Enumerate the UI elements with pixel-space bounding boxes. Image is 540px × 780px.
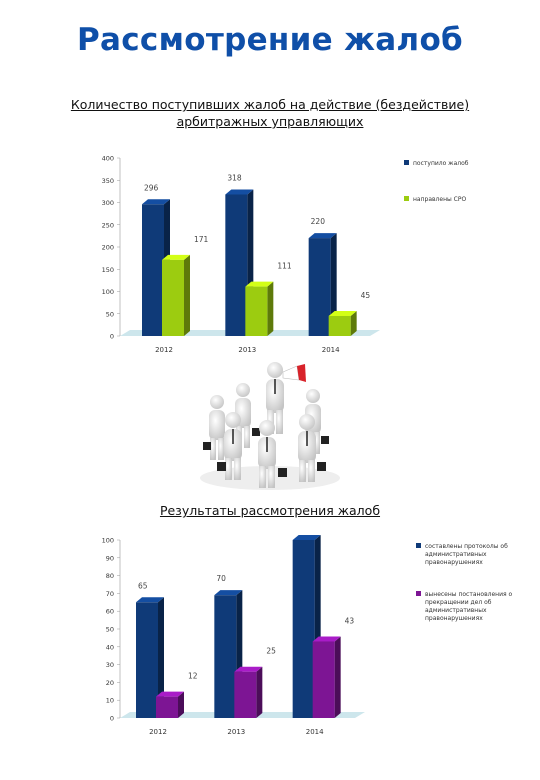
bar-top bbox=[136, 597, 164, 603]
y-tick-label: 150 bbox=[102, 266, 114, 274]
legend-label: прекращении дел об bbox=[425, 599, 492, 606]
legend-label: направлены СРО bbox=[413, 196, 466, 203]
bar-side bbox=[350, 310, 357, 336]
legend-swatch bbox=[404, 196, 409, 201]
legend-label: составлены протоколы об bbox=[425, 543, 508, 550]
y-tick-label: 300 bbox=[102, 199, 114, 207]
data-label: 111 bbox=[277, 262, 292, 271]
y-tick-label: 0 bbox=[110, 333, 114, 341]
y-tick-label: 50 bbox=[106, 310, 114, 318]
x-tick-label: 2012 bbox=[155, 346, 173, 354]
legend-label: вынесены постановления о bbox=[425, 591, 513, 598]
figure-front-right bbox=[298, 414, 326, 482]
data-label: 171 bbox=[194, 235, 209, 244]
bar-top bbox=[234, 666, 263, 672]
x-tick-label: 2014 bbox=[306, 728, 324, 736]
bar-2014-series-2 bbox=[312, 641, 335, 718]
data-label: 220 bbox=[311, 217, 326, 226]
page-title: Рассмотрение жалоб bbox=[77, 22, 463, 58]
bar-2014-series-1 bbox=[308, 238, 331, 336]
y-tick-label: 400 bbox=[102, 155, 114, 163]
y-tick-label: 250 bbox=[102, 221, 114, 229]
bar-top bbox=[162, 254, 190, 260]
data-label: 12 bbox=[188, 672, 198, 681]
bar-top bbox=[245, 281, 274, 287]
legend-swatch bbox=[404, 160, 409, 165]
chart-2-subtitle: Результаты рассмотрения жалоб bbox=[159, 503, 381, 518]
x-tick-label: 2012 bbox=[149, 728, 167, 736]
bar-top bbox=[308, 233, 337, 239]
bar-2012-series-2 bbox=[156, 696, 178, 718]
complaints-received-chart: 0 50 100 150 200 250 300 350 400 296 171 2012 318 111… bbox=[102, 155, 469, 355]
x-tick-label: 2013 bbox=[227, 728, 245, 736]
y-tick-label: 350 bbox=[102, 177, 114, 185]
x-tick-label: 2014 bbox=[322, 346, 340, 354]
y-tick-label: 80 bbox=[106, 572, 114, 580]
data-label: 25 bbox=[266, 647, 276, 656]
bar-2012-series-2 bbox=[162, 259, 184, 336]
figure-front-center bbox=[258, 420, 287, 488]
y-tick-label: 100 bbox=[102, 537, 114, 545]
legend-label: административных bbox=[425, 607, 487, 614]
figure-back-left bbox=[203, 395, 225, 460]
bar-top bbox=[292, 535, 321, 540]
legend-label: правонарушениях bbox=[425, 615, 483, 622]
legend-swatch bbox=[416, 543, 421, 548]
bar-2014-series-2 bbox=[328, 315, 351, 336]
data-label: 318 bbox=[227, 173, 242, 182]
bar-side bbox=[256, 666, 263, 718]
data-label: 70 bbox=[216, 574, 226, 583]
bar-side bbox=[334, 636, 341, 718]
complaint-results-chart: 0102030405060708090100651220127025201310… bbox=[102, 535, 513, 736]
chart-1-subtitle: Количество поступивших жалоб на действие… bbox=[70, 97, 470, 129]
bar-2013-series-1 bbox=[225, 194, 248, 336]
legend-label: правонарушениях bbox=[425, 559, 483, 566]
data-label: 65 bbox=[138, 581, 148, 590]
y-tick-label: 200 bbox=[102, 244, 114, 252]
y-tick-label: 50 bbox=[106, 626, 114, 634]
business-people-megaphone-illustration bbox=[200, 362, 340, 490]
y-tick-label: 20 bbox=[106, 679, 114, 687]
bar-side bbox=[178, 691, 184, 718]
bar-top bbox=[214, 590, 243, 596]
bar-2013-series-2 bbox=[245, 286, 268, 336]
bar-top bbox=[312, 636, 341, 642]
data-label: 45 bbox=[361, 291, 371, 300]
y-tick-label: 30 bbox=[106, 661, 114, 669]
bar-2013-series-1 bbox=[214, 595, 237, 718]
x-tick-label: 2013 bbox=[238, 346, 256, 354]
bar-2014-series-1 bbox=[292, 540, 315, 718]
y-tick-label: 10 bbox=[106, 697, 114, 705]
legend-swatch bbox=[416, 591, 421, 596]
legend-label: поступило жалоб bbox=[413, 160, 469, 167]
bar-side bbox=[184, 254, 190, 336]
y-tick-label: 70 bbox=[106, 590, 114, 598]
bar-top bbox=[328, 310, 357, 316]
y-tick-label: 60 bbox=[106, 608, 114, 616]
figure-front-left bbox=[217, 412, 242, 480]
bar-side bbox=[267, 281, 274, 336]
figure-megaphone bbox=[266, 362, 306, 434]
y-tick-label: 0 bbox=[110, 715, 114, 723]
bar-2012-series-1 bbox=[142, 204, 164, 336]
bar-2012-series-1 bbox=[136, 602, 158, 718]
bar-2013-series-2 bbox=[234, 671, 257, 718]
data-label: 43 bbox=[345, 616, 355, 625]
bar-top bbox=[142, 199, 170, 205]
y-tick-label: 40 bbox=[106, 643, 114, 651]
y-tick-label: 90 bbox=[106, 554, 114, 562]
bar-side bbox=[158, 597, 164, 718]
legend-label: административных bbox=[425, 551, 487, 558]
bar-top bbox=[225, 189, 254, 195]
data-label: 296 bbox=[144, 183, 159, 192]
y-tick-label: 100 bbox=[102, 288, 114, 296]
bar-top bbox=[156, 691, 184, 697]
bar-side bbox=[330, 233, 337, 336]
